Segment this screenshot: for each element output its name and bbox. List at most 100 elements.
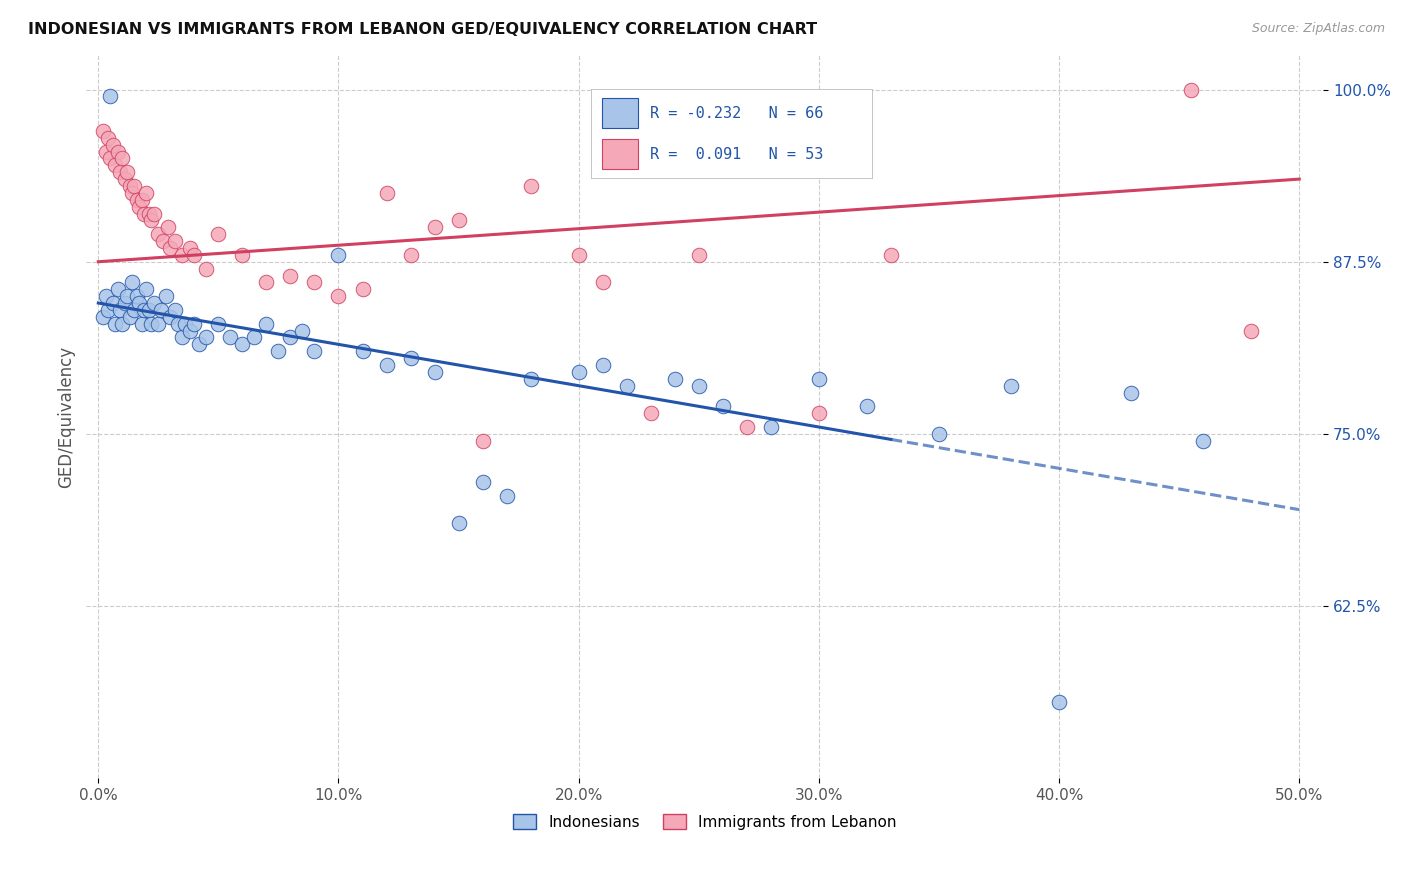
- Point: [280, 268, 302, 283]
- Point: [688, 248, 710, 262]
- Point: [98, 152, 121, 166]
- Point: [148, 317, 170, 331]
- Point: [111, 152, 134, 166]
- Point: [132, 206, 155, 220]
- Point: [173, 317, 195, 331]
- Point: [159, 241, 181, 255]
- Point: [135, 186, 157, 200]
- Point: [1000, 378, 1022, 392]
- Point: [152, 234, 174, 248]
- Point: [115, 289, 138, 303]
- Point: [399, 351, 422, 366]
- Point: [124, 302, 146, 317]
- Text: R =  0.091   N = 53: R = 0.091 N = 53: [650, 147, 823, 161]
- Point: [124, 179, 146, 194]
- Point: [166, 317, 188, 331]
- Legend: Indonesians, Immigrants from Lebanon: Indonesians, Immigrants from Lebanon: [508, 807, 903, 836]
- Point: [352, 282, 374, 296]
- Text: R = -0.232   N = 66: R = -0.232 N = 66: [650, 106, 823, 120]
- Point: [125, 289, 148, 303]
- Y-axis label: GED/Equivalency: GED/Equivalency: [58, 345, 75, 488]
- Point: [231, 248, 253, 262]
- Point: [1047, 696, 1070, 710]
- Point: [101, 296, 124, 310]
- Point: [880, 248, 903, 262]
- Point: [172, 248, 194, 262]
- Point: [592, 276, 614, 290]
- Point: [328, 289, 350, 303]
- Point: [125, 193, 148, 207]
- Text: INDONESIAN VS IMMIGRANTS FROM LEBANON GED/EQUIVALENCY CORRELATION CHART: INDONESIAN VS IMMIGRANTS FROM LEBANON GE…: [28, 22, 817, 37]
- Point: [1180, 82, 1202, 96]
- Point: [165, 234, 187, 248]
- Point: [267, 344, 290, 359]
- Point: [471, 434, 494, 448]
- Point: [138, 206, 160, 220]
- Point: [179, 324, 201, 338]
- Point: [131, 193, 153, 207]
- Point: [352, 344, 374, 359]
- Point: [179, 241, 201, 255]
- Point: [399, 248, 422, 262]
- Point: [616, 378, 638, 392]
- Point: [568, 248, 591, 262]
- Point: [148, 227, 170, 242]
- Point: [114, 296, 136, 310]
- Point: [149, 302, 172, 317]
- Point: [304, 344, 326, 359]
- Point: [495, 489, 517, 503]
- Point: [1192, 434, 1215, 448]
- Point: [135, 282, 157, 296]
- Point: [131, 317, 153, 331]
- Point: [111, 317, 134, 331]
- Point: [101, 137, 124, 152]
- Point: [328, 248, 350, 262]
- Point: [375, 358, 398, 372]
- Point: [91, 124, 114, 138]
- Point: [118, 179, 141, 194]
- Point: [98, 89, 121, 103]
- Point: [807, 406, 830, 420]
- Point: [108, 302, 131, 317]
- Point: [447, 516, 470, 531]
- Point: [375, 186, 398, 200]
- Point: [107, 145, 129, 159]
- Point: [254, 317, 277, 331]
- Point: [104, 317, 127, 331]
- Point: [219, 330, 242, 344]
- Point: [519, 179, 541, 194]
- Point: [188, 337, 211, 351]
- Point: [568, 365, 591, 379]
- Point: [142, 206, 165, 220]
- Point: [291, 324, 314, 338]
- Point: [138, 302, 160, 317]
- Point: [142, 296, 165, 310]
- Bar: [602, 139, 638, 169]
- Point: [94, 145, 117, 159]
- Point: [128, 296, 150, 310]
- Point: [711, 400, 734, 414]
- Point: [159, 310, 181, 324]
- Point: [97, 302, 120, 317]
- Point: [304, 276, 326, 290]
- Point: [139, 317, 162, 331]
- Text: Source: ZipAtlas.com: Source: ZipAtlas.com: [1251, 22, 1385, 36]
- Point: [664, 372, 686, 386]
- Point: [165, 302, 187, 317]
- Point: [155, 289, 177, 303]
- Point: [107, 282, 129, 296]
- Point: [640, 406, 662, 420]
- Point: [108, 165, 131, 179]
- Point: [118, 310, 141, 324]
- Point: [447, 213, 470, 227]
- Point: [254, 276, 277, 290]
- Point: [1240, 324, 1263, 338]
- Point: [735, 420, 758, 434]
- Bar: [602, 98, 638, 128]
- Point: [856, 400, 879, 414]
- Point: [115, 165, 138, 179]
- Point: [423, 220, 446, 235]
- Point: [156, 220, 179, 235]
- Point: [471, 475, 494, 489]
- Point: [139, 213, 162, 227]
